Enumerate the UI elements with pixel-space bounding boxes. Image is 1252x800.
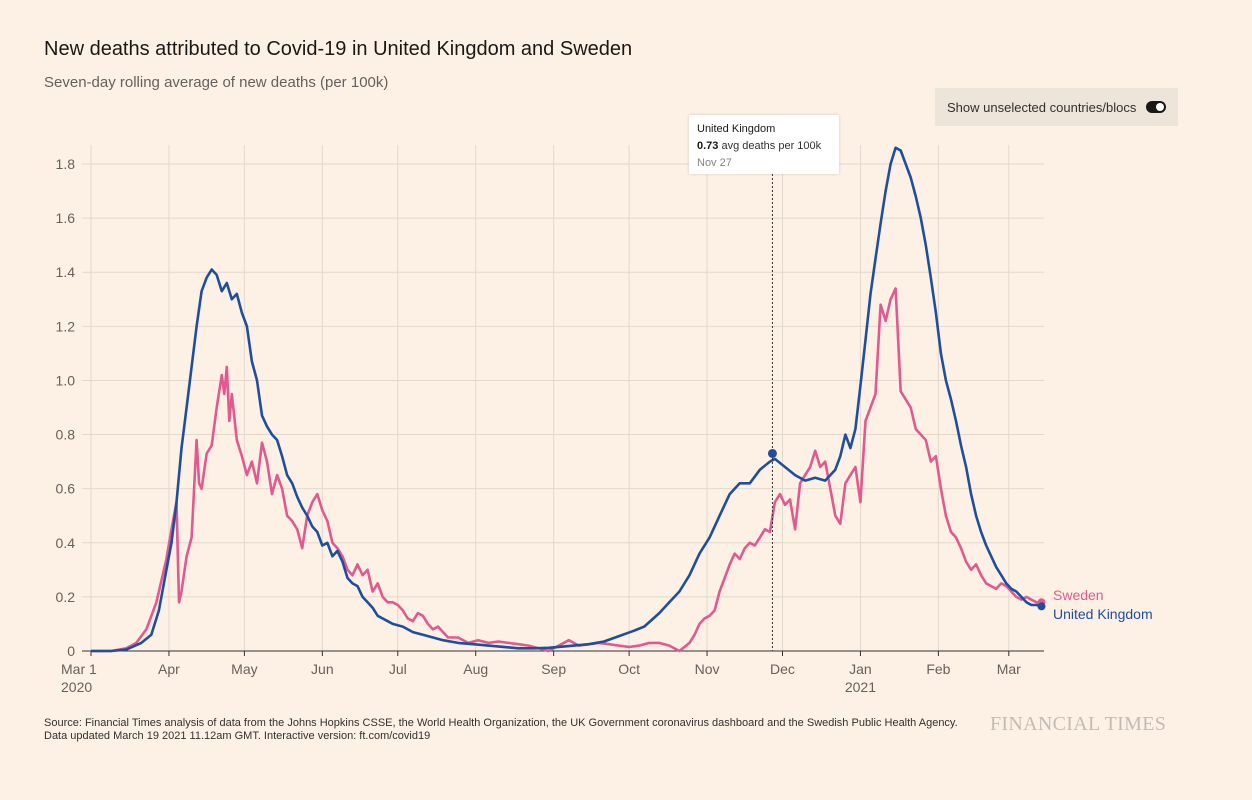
y-tick-label: 0.6 [56, 481, 76, 497]
tooltip-value: 0.73 [697, 140, 719, 152]
x-tick-sublabel: 2021 [845, 679, 876, 695]
y-tick-label: 1.2 [56, 318, 76, 334]
toggle-label: Show unselected countries/blocs [947, 99, 1137, 115]
x-tick-label: Mar 1 [61, 661, 97, 677]
y-tick-label: 1.4 [56, 264, 76, 280]
y-tick-label: 1.0 [56, 372, 76, 388]
y-tick-label: 1.6 [56, 210, 76, 226]
marker-layer [767, 174, 777, 651]
series-layer: United Kingdom Sweden [91, 146, 1153, 653]
series-label-united-kingdom: United Kingdom [1053, 606, 1153, 622]
y-tick-label: 0.8 [56, 427, 76, 443]
x-tick-label: Nov [695, 661, 720, 677]
toggle-knob [1156, 103, 1164, 111]
x-tick-label: Oct [618, 661, 640, 677]
updated-note: Data updated March 19 2021 11.12am GMT. … [44, 730, 431, 742]
x-tick-label: Aug [463, 661, 488, 677]
grid-layer [82, 145, 1044, 652]
x-tick-label: Jul [389, 661, 407, 677]
series-end-dot [1037, 602, 1046, 611]
hover-tooltip: United Kingdom 0.73 avg deaths per 100k … [689, 115, 839, 174]
y-tick-label: 1.8 [56, 156, 76, 172]
toggle-switch-icon[interactable] [1146, 101, 1166, 113]
chart-title: New deaths attributed to Covid-19 in Uni… [44, 38, 633, 60]
source-note: Source: Financial Times analysis of data… [44, 717, 958, 729]
footer-notes: Source: Financial Times analysis of data… [44, 717, 974, 743]
chart-subtitle: Seven-day rolling average of new deaths … [44, 74, 389, 91]
y-tick-label: 0.4 [56, 535, 76, 551]
tooltip-date: Nov 27 [697, 157, 732, 169]
y-tick-label: 0 [67, 643, 75, 659]
axis-layer: Mar 1 2020 Apr May Jun Jul Aug Sep Oct Nov Dec Jan 2… [56, 156, 1022, 695]
tooltip-country: United Kingdom [697, 123, 776, 135]
x-tick-label: Mar [997, 661, 1021, 677]
x-tick-label: May [231, 661, 257, 677]
x-tick-label: Sep [541, 661, 566, 677]
series-line-united-kingdom[interactable] [91, 146, 1042, 653]
y-tick-label: 0.2 [56, 589, 76, 605]
x-tick-label: Apr [158, 661, 180, 677]
tooltip-unit: avg deaths per 100k [718, 140, 822, 152]
x-tick-sublabel: 2020 [61, 679, 92, 695]
x-tick-label: Jan [849, 661, 872, 677]
x-tick-label: Feb [926, 661, 950, 677]
show-unselected-toggle[interactable]: Show unselected countries/blocs [935, 88, 1178, 126]
x-tick-label: Jun [311, 661, 334, 677]
series-label-sweden: Sweden [1053, 587, 1104, 603]
ft-logo: FINANCIAL TIMES [990, 713, 1167, 735]
hover-point [767, 448, 777, 458]
x-tick-label: Dec [770, 661, 795, 677]
